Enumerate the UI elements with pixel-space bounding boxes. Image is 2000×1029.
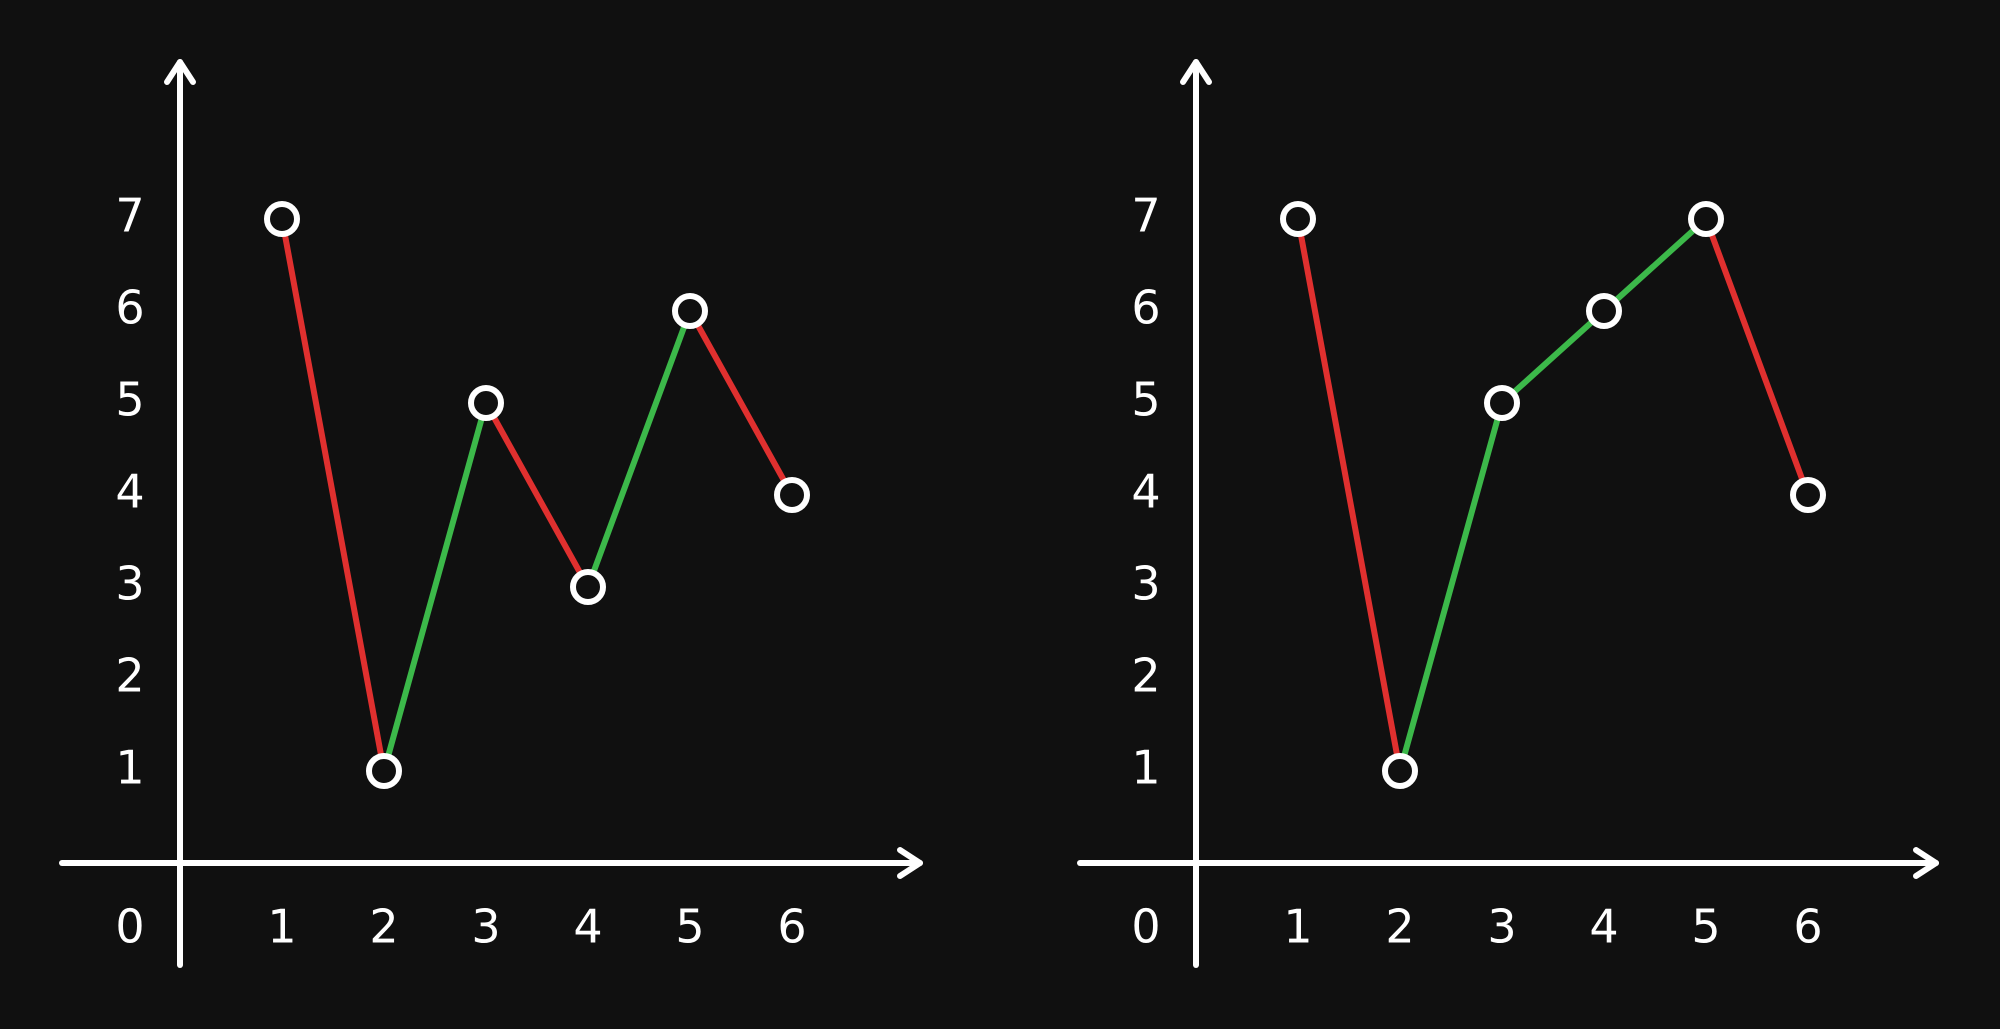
falling-segment [483, 400, 591, 590]
rising-segment [381, 400, 489, 774]
x-tick-label: 6 [777, 900, 806, 954]
x-axis-arrow [897, 847, 923, 879]
x-tick-label: 0 [115, 900, 144, 954]
x-tick-label: 5 [675, 900, 704, 954]
falling-segment [279, 216, 387, 774]
x-tick-label: 0 [1131, 900, 1160, 954]
data-point [1484, 385, 1520, 421]
x-tick-label: 3 [1487, 900, 1516, 954]
y-tick-label: 5 [115, 373, 144, 427]
x-tick-label: 6 [1793, 900, 1822, 954]
data-point [570, 569, 606, 605]
y-tick-label: 1 [115, 741, 144, 795]
x-tick-label: 4 [1589, 900, 1618, 954]
y-tick-label: 7 [1131, 189, 1160, 243]
x-tick-label: 1 [267, 900, 296, 954]
rising-segment [1499, 308, 1607, 406]
x-tick-label: 2 [369, 900, 398, 954]
chart-panel-2: 0 1 2 3 4 5 6 1 2 3 4 5 6 7 [1077, 59, 1939, 968]
y-tick-label: 3 [115, 557, 144, 611]
y-tick-label: 6 [115, 281, 144, 335]
y-tick-label: 3 [1131, 557, 1160, 611]
y-tick-label: 4 [115, 465, 144, 519]
data-point [1382, 753, 1418, 789]
falling-segment [687, 308, 795, 498]
data-point [1688, 201, 1724, 237]
y-tick-label: 7 [115, 189, 144, 243]
data-point [1280, 201, 1316, 237]
data-point [468, 385, 504, 421]
rising-segment [1397, 400, 1505, 774]
x-tick-label: 1 [1283, 900, 1312, 954]
y-tick-label: 2 [1131, 649, 1160, 703]
y-tick-label: 1 [1131, 741, 1160, 795]
x-tick-label: 3 [471, 900, 500, 954]
data-point [1790, 477, 1826, 513]
data-point [672, 293, 708, 329]
y-tick-label: 6 [1131, 281, 1160, 335]
x-axis-arrow [1913, 847, 1939, 879]
rising-segment [585, 308, 693, 590]
rising-segment [1601, 216, 1709, 314]
y-tick-label: 2 [115, 649, 144, 703]
falling-segment [1295, 216, 1403, 774]
x-tick-label: 4 [573, 900, 602, 954]
data-point [774, 477, 810, 513]
data-point [264, 201, 300, 237]
data-point [1586, 293, 1622, 329]
x-tick-label: 5 [1691, 900, 1720, 954]
y-axis-arrow [1180, 59, 1212, 85]
y-tick-label: 5 [1131, 373, 1160, 427]
y-axis-arrow [164, 59, 196, 85]
x-tick-label: 2 [1385, 900, 1414, 954]
data-point [366, 753, 402, 789]
falling-segment [1703, 216, 1811, 498]
y-tick-label: 4 [1131, 465, 1160, 519]
chart-panel-1: 0 1 2 3 4 5 6 1 2 3 4 5 6 7 [59, 59, 923, 968]
